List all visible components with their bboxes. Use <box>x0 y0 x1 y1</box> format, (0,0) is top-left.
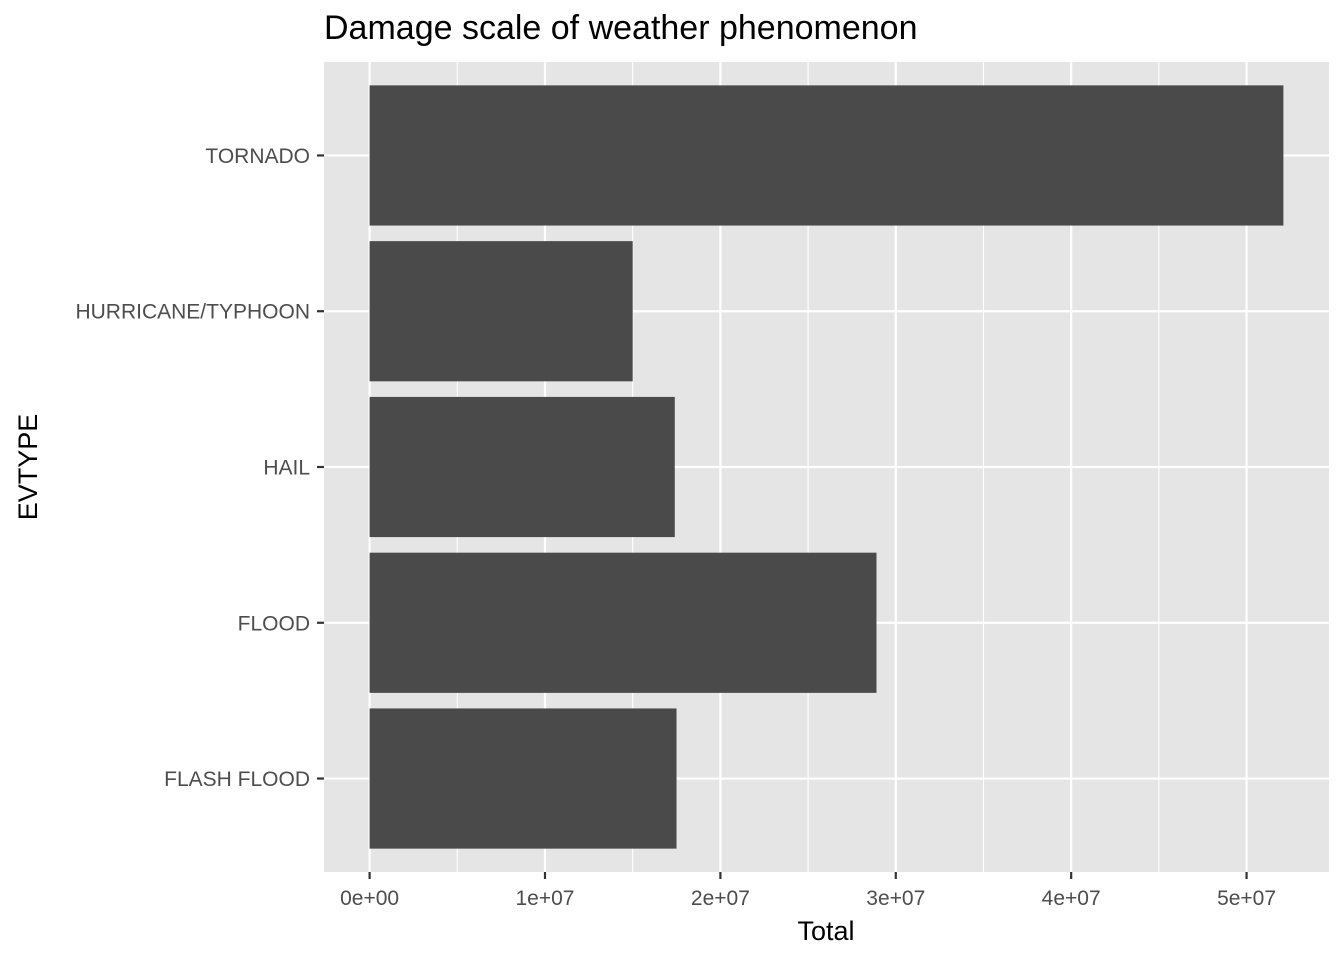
y-tick-label: HAIL <box>263 457 310 480</box>
x-tick-label: 3e+07 <box>866 887 925 910</box>
bar-flood <box>369 552 877 693</box>
y-tick-label: FLOOD <box>238 612 310 635</box>
x-tick-label: 4e+07 <box>1042 887 1101 910</box>
bar-hail <box>369 396 675 538</box>
bar-hurricane-typhoon <box>369 241 633 382</box>
chart-title: Damage scale of weather phenomenon <box>324 9 918 47</box>
y-axis-title: EVTYPE <box>13 414 43 521</box>
bars <box>369 85 1284 849</box>
x-tick-label: 0e+00 <box>340 887 399 910</box>
bar-tornado <box>369 85 1284 226</box>
y-tick-label: FLASH FLOOD <box>164 768 310 791</box>
x-axis-title: Total <box>797 916 854 946</box>
x-axis: 0e+00 1e+07 2e+07 3e+07 4e+07 5e+07 <box>340 872 1276 910</box>
x-tick-label: 5e+07 <box>1217 887 1276 910</box>
y-axis: FLASH FLOOD FLOOD HAIL HURRICANE/TYPHOON TOR… <box>75 145 324 791</box>
y-tick-label: TORNADO <box>205 145 310 168</box>
bar-flash-flood <box>369 708 677 849</box>
x-tick-label: 2e+07 <box>691 887 750 910</box>
x-tick-label: 1e+07 <box>516 887 575 910</box>
y-tick-label: HURRICANE/TYPHOON <box>75 301 310 324</box>
